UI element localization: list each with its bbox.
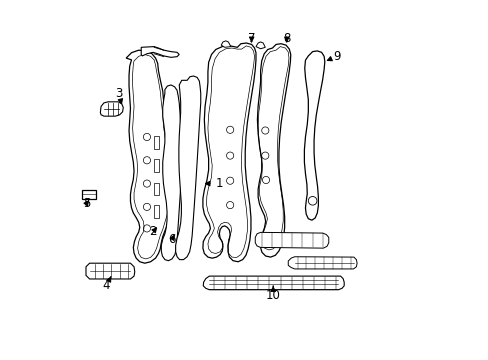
Polygon shape [161,85,182,261]
Polygon shape [154,183,159,195]
Text: 1: 1 [205,177,223,190]
Polygon shape [154,136,159,149]
Text: 9: 9 [326,50,340,63]
Text: 2: 2 [149,225,157,238]
Polygon shape [175,76,201,260]
Polygon shape [86,263,135,279]
Text: 4: 4 [102,276,111,292]
Text: 7: 7 [247,32,255,45]
Polygon shape [287,257,356,269]
Polygon shape [255,232,328,248]
Polygon shape [255,42,265,49]
Text: 8: 8 [283,32,290,45]
Polygon shape [304,51,324,220]
Text: 5: 5 [83,197,90,210]
Polygon shape [257,44,290,257]
Polygon shape [141,46,179,57]
Polygon shape [203,43,255,262]
Text: 10: 10 [265,286,280,302]
Text: 3: 3 [115,87,122,104]
Text: 6: 6 [168,233,176,246]
Polygon shape [203,276,344,290]
Polygon shape [154,159,159,172]
Polygon shape [100,102,123,116]
Polygon shape [82,190,96,199]
Polygon shape [221,41,230,47]
Polygon shape [154,205,159,218]
Polygon shape [126,50,171,263]
